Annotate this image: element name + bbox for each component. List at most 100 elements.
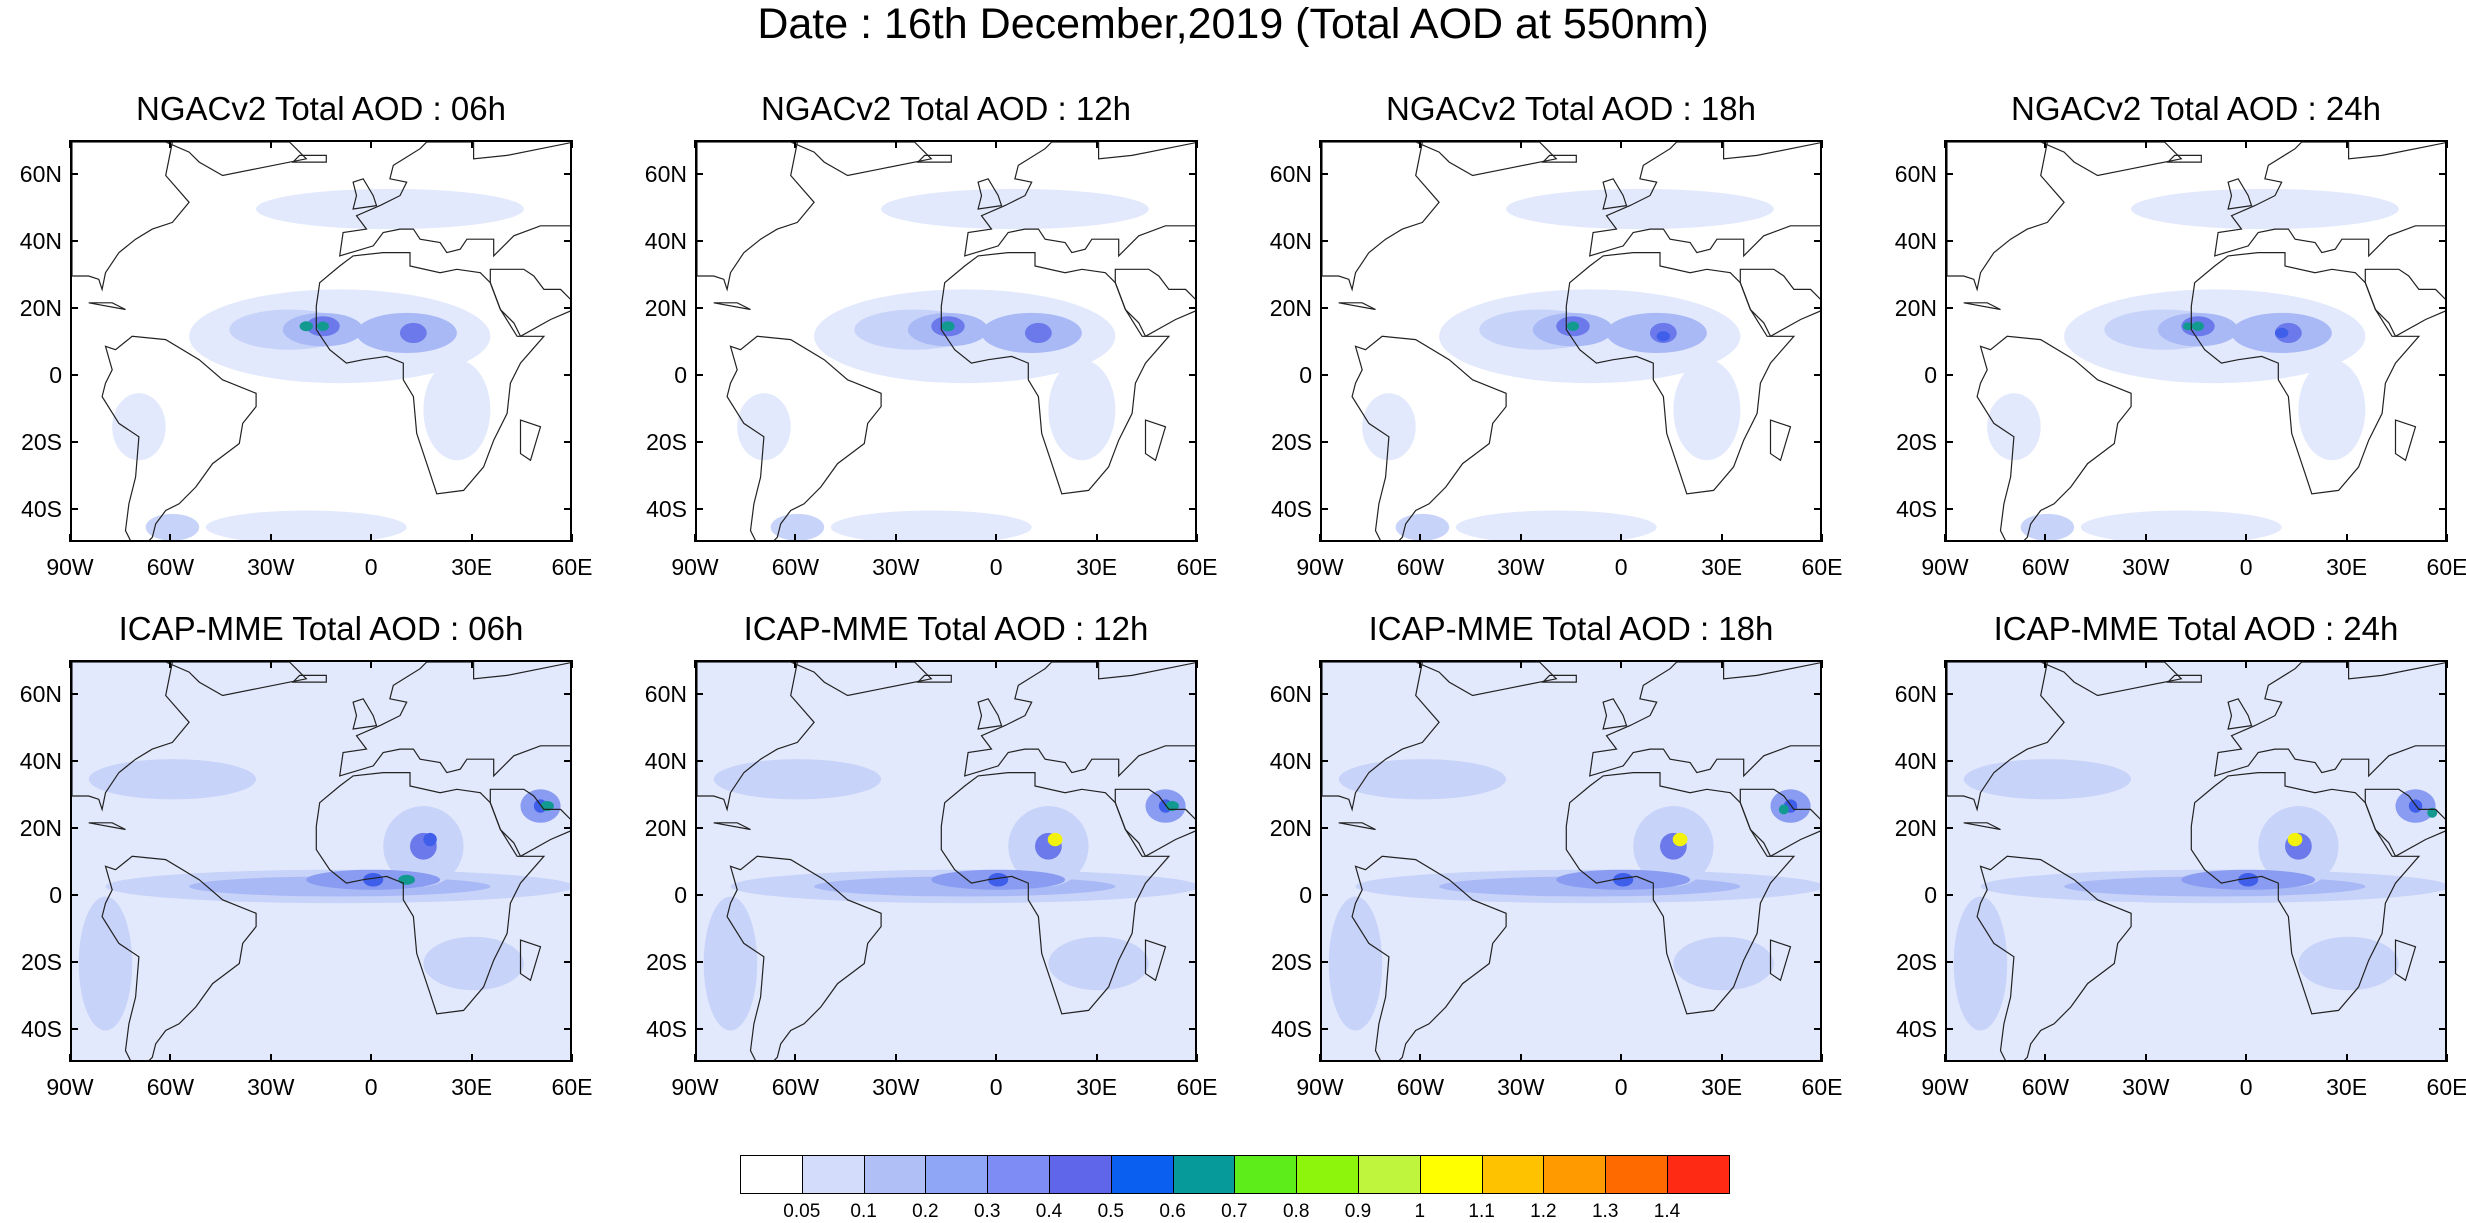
coastline-cuba: [713, 822, 751, 831]
lat-tick-label: 20S: [1896, 948, 1937, 975]
lon-tick-mark: [894, 534, 897, 542]
aod-field: [88, 759, 257, 800]
map-frame: [70, 140, 572, 542]
lon-tick-label: 60W: [771, 554, 820, 580]
lon-tick-mark: [1720, 140, 1723, 148]
lat-tick-label: 40S: [21, 495, 62, 522]
lat-tick-mark: [564, 440, 572, 443]
lon-tick-label: 0: [1614, 554, 1628, 580]
lon-tick-label: 60W: [1396, 554, 1445, 580]
lon-tick-mark: [794, 140, 797, 148]
lat-tick-label: 40N: [644, 227, 687, 254]
lat-tick-label: 20S: [1271, 428, 1312, 455]
lat-tick-mark: [564, 759, 572, 762]
colorbar-label: 1.4: [1653, 1201, 1681, 1222]
lon-tick-mark: [69, 534, 71, 542]
lat-tick-mark: [1945, 960, 1953, 963]
lat-tick-mark: [70, 960, 78, 963]
lat-tick-mark: [1189, 826, 1197, 829]
lon-tick-label: 60E: [551, 554, 593, 580]
map-frame: [1945, 140, 2447, 542]
lon-tick-mark: [794, 660, 797, 668]
aod-field: [1947, 896, 2445, 1060]
lon-tick-mark: [1419, 1054, 1422, 1062]
lon-tick-mark: [169, 1054, 172, 1062]
coastline-cuba: [1338, 822, 1376, 831]
lat-tick-label: 60N: [1894, 160, 1937, 187]
lon-tick-mark: [1196, 660, 1198, 668]
coastline-northAmerica: [72, 662, 190, 812]
colorbar-label: 0.2: [912, 1201, 939, 1222]
colorbar-swatch: [1481, 1155, 1545, 1194]
lat-tick-label: 40S: [646, 495, 687, 522]
lon-tick-mark: [894, 140, 897, 148]
lon-tick-mark: [1196, 534, 1198, 542]
colorbar-swatch: [1234, 1155, 1298, 1194]
coastline-europe: [338, 662, 570, 778]
aod-field: [1338, 759, 1507, 800]
lon-tick-mark: [269, 534, 272, 542]
coastline-iceland: [2166, 154, 2202, 163]
aod-field: [2298, 359, 2366, 461]
coastline-southAmerica: [1976, 855, 2132, 1060]
aod-field: [703, 896, 758, 1031]
coastline-madagascar: [519, 939, 542, 982]
lon-tick-label: 0: [2239, 1074, 2253, 1100]
aod-field: [1567, 322, 1579, 331]
coastline-northAmerica: [1322, 142, 1440, 292]
aod-field: [988, 873, 1009, 887]
coastline-cuba: [88, 822, 126, 831]
lat-tick-mark: [695, 306, 703, 309]
coastline-iceland: [1541, 674, 1577, 683]
lon-tick-mark: [1319, 660, 1321, 668]
lat-tick-label: 0: [1924, 361, 1937, 388]
lon-tick-label: 60W: [2021, 1074, 2070, 1100]
lon-tick-mark: [1821, 1054, 1823, 1062]
lat-tick-mark: [1189, 1027, 1197, 1030]
lon-tick-label: 90W: [1296, 554, 1344, 580]
lon-tick-mark: [1419, 534, 1422, 542]
lon-tick-mark: [2446, 140, 2448, 148]
lat-tick-mark: [564, 306, 572, 309]
lat-tick-mark: [1189, 239, 1197, 242]
coastline-africa: [940, 772, 1171, 1015]
aod-field: [697, 896, 1195, 1060]
lon-tick-mark: [2144, 660, 2147, 668]
lat-tick-label: 0: [1299, 881, 1312, 908]
lat-tick-mark: [1320, 172, 1328, 175]
lon-tick-mark: [169, 140, 172, 148]
lon-tick-label: 0: [364, 554, 378, 580]
lon-tick-label: 0: [1614, 1074, 1628, 1100]
lon-tick-mark: [1620, 140, 1623, 148]
lat-tick-mark: [1814, 172, 1822, 175]
lat-tick-mark: [70, 692, 78, 695]
aod-map: [1947, 662, 2445, 1060]
lat-tick-mark: [2439, 759, 2447, 762]
lat-tick-label: 40N: [19, 227, 62, 254]
lat-tick-mark: [2439, 306, 2447, 309]
lon-tick-mark: [995, 660, 998, 668]
lat-tick-mark: [2439, 239, 2447, 242]
lon-tick-mark: [470, 140, 473, 148]
aod-field: [1455, 510, 1657, 540]
lon-tick-mark: [2245, 534, 2248, 542]
lat-tick-label: 40S: [21, 1015, 62, 1042]
lon-tick-mark: [370, 1054, 373, 1062]
lon-tick-mark: [1944, 1054, 1946, 1062]
lat-tick-mark: [2439, 172, 2447, 175]
aod-field: [1048, 359, 1116, 461]
lon-tick-mark: [1319, 1054, 1321, 1062]
colorbar-label: 1.2: [1530, 1201, 1557, 1222]
coastline-africa: [1565, 772, 1796, 1015]
lat-tick-mark: [1945, 239, 1953, 242]
colorbar-label: 0.1: [850, 1201, 877, 1222]
coastline-europe: [1588, 662, 1820, 778]
lat-tick-mark: [695, 440, 703, 443]
lon-tick-label: 30E: [451, 554, 493, 580]
lon-tick-mark: [169, 660, 172, 668]
lon-tick-mark: [2144, 534, 2147, 542]
colorbar-swatch: [801, 1155, 866, 1194]
lon-tick-mark: [169, 534, 172, 542]
aod-field: [1362, 393, 1416, 461]
lat-tick-mark: [1320, 507, 1328, 510]
